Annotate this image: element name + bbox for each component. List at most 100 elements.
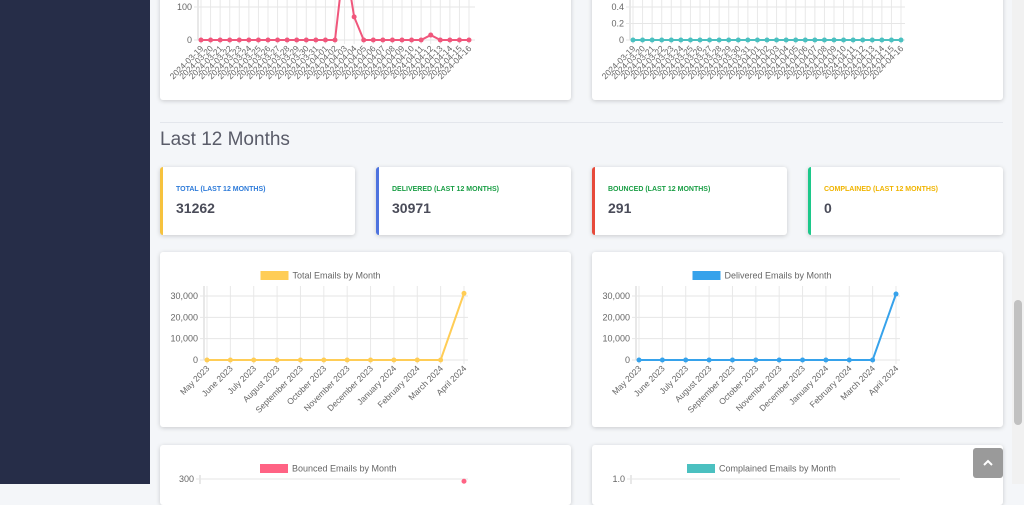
- stat-value: 291: [608, 200, 632, 216]
- point: [831, 37, 837, 43]
- y-tick-label: 10,000: [602, 334, 630, 344]
- point: [774, 37, 780, 43]
- card: [592, 0, 1003, 100]
- point: [879, 37, 885, 43]
- y-tick-label: 100: [177, 2, 192, 12]
- y-tick-label: 0: [625, 355, 630, 365]
- point: [391, 357, 397, 363]
- point: [274, 357, 280, 363]
- point: [208, 37, 214, 43]
- point: [687, 37, 693, 43]
- point: [783, 37, 789, 43]
- y-tick-label: 20,000: [170, 312, 198, 322]
- point: [697, 37, 703, 43]
- point: [745, 37, 751, 43]
- y-tick-label: 0: [619, 35, 624, 45]
- point: [461, 290, 467, 296]
- point: [437, 37, 443, 43]
- point: [726, 37, 732, 43]
- legend-label: Bounced Emails by Month: [292, 464, 397, 474]
- legend-label: Delivered Emails by Month: [725, 271, 832, 281]
- point: [322, 37, 328, 43]
- point: [217, 37, 223, 43]
- point: [428, 32, 434, 38]
- charts: 01002024-03-192024-03-202024-03-212024-0…: [168, 0, 906, 484]
- stat-card: COMPLAINED (LAST 12 MONTHS) 0: [808, 167, 1003, 235]
- point: [275, 37, 281, 43]
- point: [227, 37, 233, 43]
- point: [659, 357, 665, 363]
- point: [716, 37, 722, 43]
- point: [846, 357, 852, 363]
- stat-value: 0: [824, 200, 832, 216]
- point: [251, 357, 257, 363]
- point: [735, 37, 741, 43]
- point: [850, 37, 856, 43]
- point: [821, 37, 827, 43]
- point: [898, 37, 904, 43]
- sidebar: [0, 0, 150, 484]
- point: [893, 291, 899, 297]
- point: [659, 37, 665, 43]
- line: [207, 293, 465, 361]
- point: [246, 37, 252, 43]
- stat-label: DELIVERED (LAST 12 MONTHS): [392, 186, 499, 193]
- stat-card: TOTAL (LAST 12 MONTHS) 31262: [160, 167, 355, 235]
- point: [332, 37, 338, 43]
- point: [802, 37, 808, 43]
- point: [361, 37, 367, 43]
- point: [265, 37, 271, 43]
- point: [447, 37, 453, 43]
- point: [294, 37, 300, 43]
- point: [668, 37, 674, 43]
- point: [640, 37, 646, 43]
- stat-card: DELIVERED (LAST 12 MONTHS) 30971: [376, 167, 571, 235]
- legend-swatch: [260, 271, 289, 280]
- point: [683, 357, 689, 363]
- point: [793, 37, 799, 43]
- scroll-top-button[interactable]: [973, 448, 1003, 478]
- point: [636, 357, 642, 363]
- point: [344, 357, 350, 363]
- legend-swatch: [687, 464, 715, 473]
- point: [729, 357, 735, 363]
- y-tick-label: 0.4: [611, 2, 624, 12]
- stat-value: 30971: [392, 200, 431, 216]
- y-tick-label: 0: [187, 35, 192, 45]
- point: [399, 37, 405, 43]
- point: [707, 37, 713, 43]
- point: [753, 357, 759, 363]
- point: [418, 37, 424, 43]
- point: [303, 37, 309, 43]
- point: [380, 37, 386, 43]
- y-tick-label: 10,000: [170, 334, 198, 344]
- point: [438, 357, 444, 363]
- scrollbar: [1012, 0, 1024, 484]
- stat-label: COMPLAINED (LAST 12 MONTHS): [824, 186, 938, 193]
- point: [204, 357, 210, 363]
- point: [227, 357, 233, 363]
- point: [461, 478, 467, 484]
- chevron-icon: [983, 459, 993, 466]
- point: [321, 357, 327, 363]
- point: [888, 37, 894, 43]
- point: [389, 37, 395, 43]
- scrollbar-thumb: [1014, 300, 1022, 425]
- card: [160, 0, 571, 100]
- point: [414, 357, 420, 363]
- section-title: Last 12 Months: [160, 129, 290, 150]
- y-tick-label: 30,000: [602, 291, 630, 301]
- point: [456, 37, 462, 43]
- point: [409, 37, 415, 43]
- y-tick-label: 300: [179, 474, 194, 484]
- point: [754, 37, 760, 43]
- point: [870, 357, 876, 363]
- point: [860, 37, 866, 43]
- point: [297, 357, 303, 363]
- point: [466, 37, 472, 43]
- point: [351, 14, 357, 20]
- point: [678, 37, 684, 43]
- point: [630, 37, 636, 43]
- stat-card: BOUNCED (LAST 12 MONTHS) 291: [592, 167, 787, 235]
